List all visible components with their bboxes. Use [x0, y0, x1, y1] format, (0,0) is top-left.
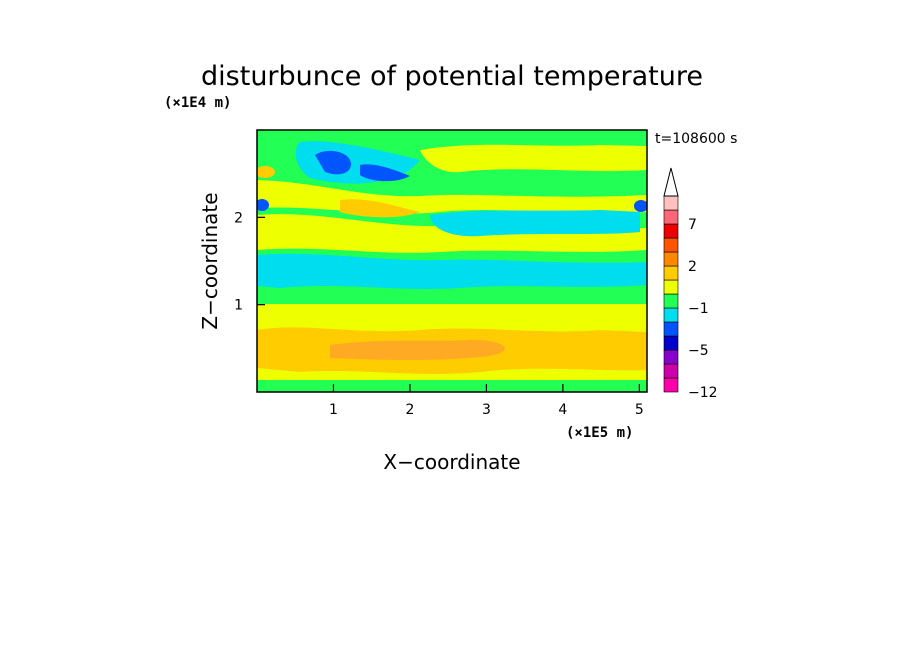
patch-upper-blue-2 [360, 164, 410, 182]
patch-upper-cyan-right [430, 210, 640, 237]
patch-blue-edge-right [634, 200, 647, 212]
patch-upper-blue [315, 150, 351, 175]
band-top-yellow [420, 144, 647, 173]
colorbar-label: −12 [688, 385, 718, 401]
x-unit-label: (×1E5 m) [566, 425, 633, 441]
x-tick-label: 4 [558, 402, 567, 418]
y-axis-label: Z−coordinate [198, 192, 222, 329]
band-upper-orange [340, 199, 420, 218]
y-tick-label: 1 [234, 298, 243, 314]
x-tick-label: 3 [482, 402, 491, 418]
x-axis-label: X−coordinate [383, 450, 520, 474]
colorbar-extend-arrow [663, 167, 679, 197]
x-axis: 1 2 3 4 5 [329, 384, 644, 418]
colorbar-label: −5 [688, 343, 709, 359]
patch-orange-top-left [257, 166, 275, 178]
y-axis: 12 [234, 210, 265, 314]
colorbar [663, 167, 679, 393]
band-mid-green [257, 284, 647, 304]
band-lower-dark-orange [330, 339, 505, 360]
y-tick-label: 2 [234, 210, 243, 226]
plot-frame [256, 129, 648, 393]
colorbar-swatch [663, 293, 679, 309]
colorbar-label: −1 [688, 301, 709, 317]
x-tick-label: 2 [405, 402, 414, 418]
contour-field [257, 130, 647, 392]
colorbar-swatch [663, 307, 679, 323]
x-tick-label: 1 [329, 402, 338, 418]
time-label: t=108600 s [655, 131, 737, 147]
chart-title: disturbunce of potential temperature [201, 61, 703, 92]
colorbar-swatch [663, 195, 679, 211]
colorbar-label: 7 [688, 217, 697, 233]
band-mid-cyan [257, 253, 647, 289]
colorbar-swatch [663, 237, 679, 253]
colorbar-swatch [663, 377, 679, 393]
y-unit-label: (×1E4 m) [164, 95, 231, 111]
colorbar-swatch [663, 363, 679, 379]
colorbar-swatch [663, 279, 679, 295]
colorbar-labels: −12−5−127 [688, 217, 718, 401]
colorbar-swatch [663, 251, 679, 267]
colorbar-swatch [663, 265, 679, 281]
patch-blue-edge-left [257, 199, 269, 211]
colorbar-swatch [663, 349, 679, 365]
colorbar-swatch [663, 209, 679, 225]
colorbar-label: 2 [688, 259, 697, 275]
colorbar-swatch [663, 321, 679, 337]
colorbar-swatch [663, 335, 679, 351]
x-tick-label: 5 [635, 402, 644, 418]
colorbar-swatch [663, 223, 679, 239]
